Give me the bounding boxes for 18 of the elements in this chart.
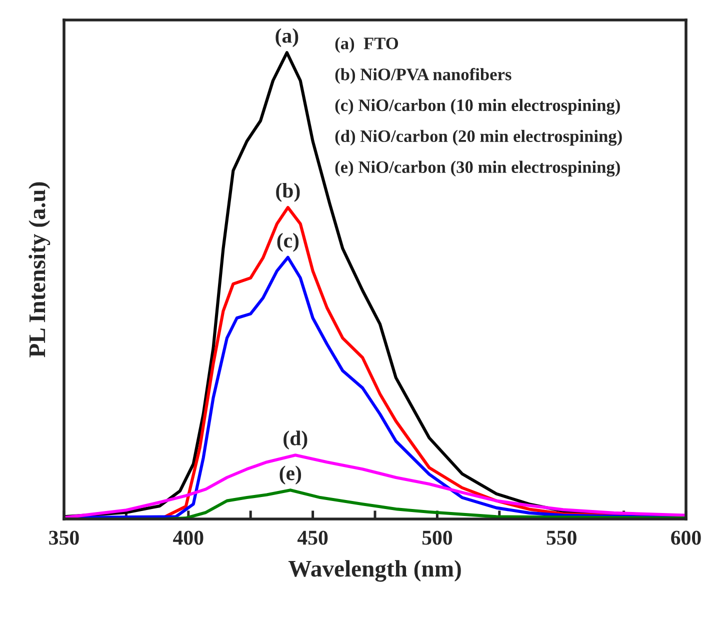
annotation: (e) NiO/carbon (30 min electrospining) bbox=[335, 160, 620, 177]
annotation: (d) NiO/carbon (20 min electrospining) bbox=[335, 130, 622, 146]
annotation: (b) NiO/PVA nanofibers bbox=[335, 68, 512, 84]
annotation: (b) bbox=[276, 183, 300, 202]
annotation: (c) bbox=[277, 232, 299, 252]
x-tick-label: 350 bbox=[49, 530, 79, 545]
annotation: (e) bbox=[280, 466, 302, 485]
annotation: (a) FTO bbox=[335, 37, 398, 53]
annotation: (c) NiO/carbon (10 min electrospining) bbox=[335, 98, 620, 115]
y-axis-title: PL Intensity (a.u) bbox=[28, 182, 50, 358]
annotation: (a) bbox=[276, 28, 298, 48]
x-tick-label: 500 bbox=[422, 530, 452, 545]
x-tick-label: 600 bbox=[671, 530, 701, 545]
x-axis-title: Wavelength (nm) bbox=[288, 560, 461, 582]
x-tick-label: 450 bbox=[297, 530, 328, 545]
annotation: (d) bbox=[284, 430, 308, 450]
x-tick-label: 550 bbox=[546, 530, 576, 545]
x-tick-label: 400 bbox=[173, 530, 204, 545]
